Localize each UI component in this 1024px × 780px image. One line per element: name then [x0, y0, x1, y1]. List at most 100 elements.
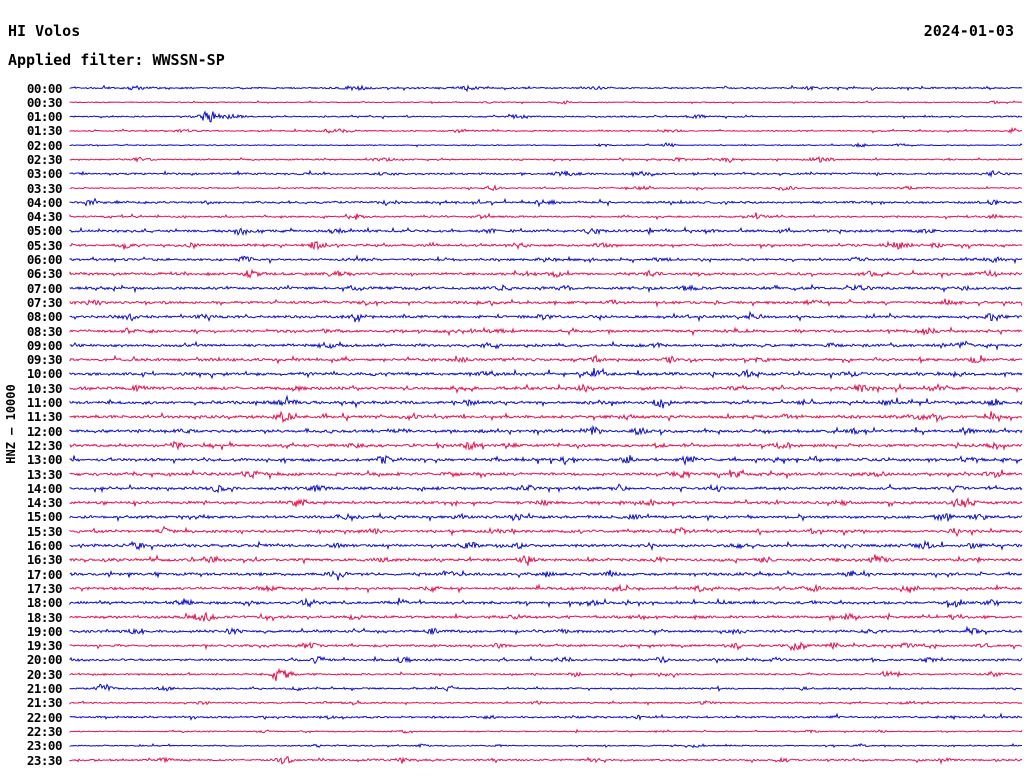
seismo-trace-0230	[69, 155, 1023, 164]
time-label-0300: 03:00	[26, 166, 63, 182]
time-label-1200: 12:00	[26, 423, 63, 439]
time-label-2100: 21:00	[26, 681, 63, 697]
seismo-trace-1400	[69, 483, 1023, 494]
seismo-trace-1900	[69, 625, 1023, 637]
seismo-trace-1000	[69, 367, 1023, 380]
seismo-trace-1800	[69, 597, 1023, 609]
time-label-0000: 00:00	[26, 80, 63, 96]
seismo-trace-1530	[69, 525, 1023, 538]
seismo-trace-1500	[69, 512, 1023, 523]
time-label-0030: 00:30	[26, 94, 63, 110]
seismo-trace-1700	[69, 569, 1023, 581]
seismo-trace-1100	[69, 394, 1023, 409]
time-label-2230: 22:30	[26, 723, 63, 739]
seismo-trace-1130	[69, 410, 1023, 424]
time-label-0600: 06:00	[26, 252, 63, 268]
time-label-1230: 12:30	[26, 437, 63, 453]
seismo-trace-2330	[69, 756, 1023, 766]
time-label-2300: 23:00	[26, 738, 63, 754]
time-label-2030: 20:30	[26, 666, 63, 682]
seismo-trace-1930	[69, 641, 1023, 652]
seismo-trace-1300	[69, 454, 1023, 466]
seismo-trace-0330	[69, 184, 1023, 192]
time-label-1730: 17:30	[26, 580, 63, 596]
seismo-trace-0500	[69, 226, 1023, 236]
time-label-0430: 04:30	[26, 209, 63, 225]
date-label: 2024-01-03	[923, 22, 1014, 40]
time-label-1830: 18:30	[26, 609, 63, 625]
seismo-trace-0930	[69, 354, 1023, 365]
time-label-1300: 13:00	[26, 452, 63, 468]
seismo-trace-0630	[69, 268, 1023, 280]
seismo-trace-0830	[69, 326, 1023, 337]
seismo-trace-1730	[69, 583, 1023, 594]
seismo-trace-1830	[69, 611, 1023, 622]
time-label-0200: 02:00	[26, 137, 63, 153]
time-label-0100: 01:00	[26, 109, 63, 125]
time-label-1100: 11:00	[26, 395, 63, 411]
seismo-trace-2100	[69, 683, 1023, 693]
seismo-trace-1330	[69, 468, 1023, 481]
time-label-0730: 07:30	[26, 294, 63, 310]
time-label-1630: 16:30	[26, 552, 63, 568]
time-label-2330: 23:30	[26, 752, 63, 768]
time-label-1400: 14:00	[26, 480, 63, 496]
seismo-trace-0130	[69, 126, 1023, 135]
time-label-1030: 10:30	[26, 380, 63, 396]
time-label-0800: 08:00	[26, 309, 63, 325]
seismo-trace-0800	[69, 310, 1023, 323]
applied-filter-label: Applied filter: WWSSN-SP	[8, 51, 225, 69]
seismo-trace-2300	[69, 742, 1023, 749]
time-label-1130: 11:30	[26, 409, 63, 425]
seismo-trace-0900	[69, 340, 1023, 351]
time-label-2200: 22:00	[26, 709, 63, 725]
time-label-0530: 05:30	[26, 237, 63, 253]
station-title: HI Volos	[8, 22, 81, 40]
seismo-trace-0400	[69, 197, 1022, 208]
time-label-1700: 17:00	[26, 566, 63, 582]
seismo-trace-2200	[69, 712, 1023, 721]
time-label-0330: 03:30	[26, 180, 63, 196]
time-label-0130: 01:30	[26, 123, 63, 139]
seismo-trace-1200	[69, 424, 1023, 437]
time-label-0230: 02:30	[26, 151, 63, 167]
time-label-column: 00:00 00:30 01:00 01:30 02:00 02:30 03:00 03:30…	[0, 0, 63, 780]
time-label-0500: 05:00	[26, 223, 63, 239]
seismo-trace-0600	[69, 254, 1023, 265]
seismo-trace-0530	[69, 240, 1023, 251]
time-label-2000: 20:00	[26, 652, 63, 668]
seismo-trace-2130	[69, 699, 1023, 706]
seismo-trace-0100	[69, 110, 1023, 123]
seismo-trace-1030	[69, 382, 1023, 394]
time-label-0900: 09:00	[26, 337, 63, 353]
seismo-trace-0300	[69, 169, 1023, 178]
seismo-trace-1430	[69, 496, 1023, 509]
seismo-trace-2230	[69, 728, 1023, 734]
seismo-trace-2000	[69, 655, 1023, 665]
time-label-1430: 14:30	[26, 495, 63, 511]
seismo-trace-2030	[69, 667, 1023, 682]
time-label-1500: 15:00	[26, 509, 63, 525]
seismo-trace-0030	[69, 100, 1023, 105]
seismo-trace-0430	[69, 212, 1023, 221]
time-label-0930: 09:30	[26, 352, 63, 368]
time-label-1800: 18:00	[26, 595, 63, 611]
seismo-trace-1630	[69, 554, 1023, 566]
time-label-1900: 19:00	[26, 623, 63, 639]
seismo-trace-0200	[69, 142, 1023, 148]
time-label-1330: 13:30	[26, 466, 63, 482]
time-label-2130: 21:30	[26, 695, 63, 711]
seismo-trace-0730	[69, 298, 1023, 308]
time-label-0700: 07:00	[26, 280, 63, 296]
time-label-0400: 04:00	[26, 194, 63, 210]
time-label-1600: 16:00	[26, 538, 63, 554]
seismo-trace-0000	[69, 84, 1023, 93]
time-label-1000: 10:00	[26, 366, 63, 382]
seismo-trace-1600	[69, 539, 1023, 552]
seismo-trace-0700	[69, 283, 1023, 294]
seismo-trace-1230	[69, 440, 1023, 451]
time-label-1930: 19:30	[26, 638, 63, 654]
time-label-1530: 15:30	[26, 523, 63, 539]
